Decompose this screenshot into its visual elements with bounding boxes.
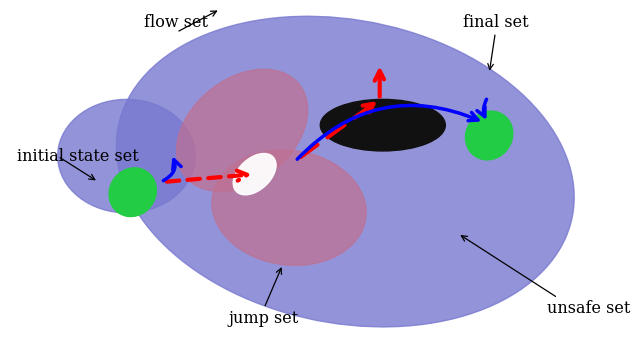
Ellipse shape [177,69,308,191]
Ellipse shape [116,16,574,327]
Text: unsafe set: unsafe set [547,300,631,317]
Text: flow set: flow set [145,14,209,30]
Text: final set: final set [463,14,528,30]
Text: initial state set: initial state set [17,148,139,165]
Ellipse shape [465,111,513,160]
Ellipse shape [212,150,366,265]
Ellipse shape [58,99,195,213]
Ellipse shape [320,99,445,151]
Text: jump set: jump set [229,310,299,327]
Ellipse shape [109,168,156,217]
Ellipse shape [233,153,276,195]
